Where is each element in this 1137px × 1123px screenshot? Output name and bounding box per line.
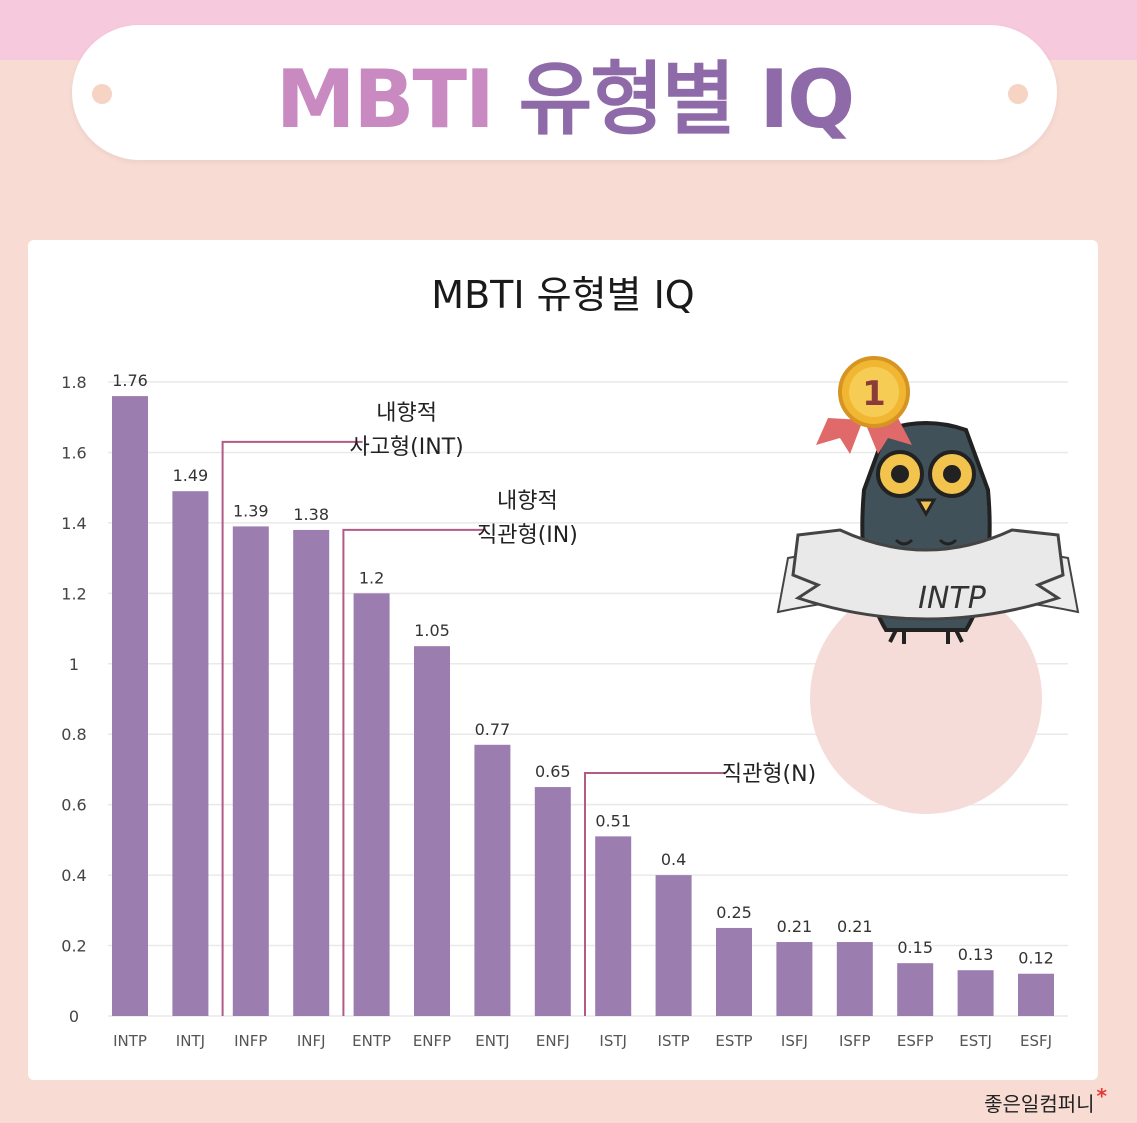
title-pill	[72, 25, 1057, 160]
medal-ribbon-left	[816, 418, 863, 454]
bar-estj	[957, 970, 994, 1016]
data-label: 0.65	[535, 762, 571, 781]
banner-title-part1: MBTI	[275, 53, 495, 146]
x-tick-label: ESFP	[897, 1032, 934, 1050]
data-label: 1.2	[359, 568, 384, 587]
annotation-text: 내향적	[376, 401, 437, 426]
pill-dot-right	[1008, 84, 1028, 104]
bar-esfp	[897, 963, 934, 1016]
badge-circle	[810, 582, 1042, 814]
banner-title: MBTI 유형별 IQ	[72, 35, 1057, 151]
bar-isfj	[776, 942, 813, 1016]
bar-intp	[112, 396, 148, 1016]
y-tick-label: 0	[69, 1007, 79, 1026]
y-tick-label: 0.2	[61, 937, 86, 956]
data-label: 0.21	[837, 917, 873, 936]
y-axis-ticks: 0 0.2 0.4 0.6 0.8 1 1.2 1.4 1.6 1.8	[61, 373, 86, 1026]
y-tick-label: 0.4	[61, 866, 86, 885]
bar-chart: MBTI 유형별 IQ 0 0.2 0.4 0.6 0.8 1 1.2 1.4 1.6 1.8 1…	[61, 273, 1080, 1050]
data-label: 1.76	[112, 371, 148, 390]
bar-enfj	[534, 787, 571, 1016]
y-tick-label: 1.2	[61, 584, 86, 603]
annotation-text: 직관형(N)	[722, 762, 816, 787]
y-tick-label: 0.8	[61, 725, 86, 744]
x-tick-label: INFP	[234, 1032, 267, 1050]
x-tick-label: ENFJ	[536, 1032, 570, 1050]
data-label: 1.38	[293, 505, 329, 524]
y-tick-label: 1.8	[61, 373, 86, 392]
data-label: 0.13	[958, 945, 994, 964]
chart-card: MBTI 유형별 IQ 0 0.2 0.4 0.6 0.8 1 1.2 1.4 1.6 1.8 1…	[28, 240, 1098, 1080]
bar-entp	[353, 593, 390, 1016]
bar-isfp	[836, 942, 873, 1016]
bars: 1.76 INTP 1.49 INTJ 1.39 INFP 1.38 INFJ 1.2 ENTP 1…	[112, 371, 1054, 1050]
annotation-text: 사고형(INT)	[349, 435, 463, 460]
bar-enfp	[414, 646, 450, 1016]
x-tick-label: ESFJ	[1020, 1032, 1052, 1050]
x-tick-label: ISFJ	[781, 1032, 808, 1050]
chart-title: MBTI 유형별 IQ	[431, 273, 694, 317]
brand-star: *	[1096, 1084, 1107, 1108]
scroll-banner	[791, 528, 1065, 621]
y-tick-label: 1.6	[61, 443, 86, 462]
data-label: 0.15	[897, 938, 933, 957]
annotation-bracket	[584, 771, 725, 1016]
annotation-text: 내향적	[497, 489, 558, 514]
annotation-bracket	[342, 528, 484, 1016]
banner-title-part2: 유형별 IQ	[518, 53, 855, 146]
data-label: 0.12	[1018, 949, 1054, 968]
data-label: 1.49	[173, 466, 209, 485]
data-label: 1.05	[414, 621, 450, 640]
annotation-bracket	[221, 440, 363, 1016]
x-tick-label: INTP	[113, 1032, 147, 1050]
intp-badge: INTP 1	[776, 356, 1080, 814]
data-label: 0.77	[475, 720, 511, 739]
data-label: 0.21	[777, 917, 813, 936]
bar-esfj	[1018, 973, 1054, 1016]
x-tick-label: ISFP	[839, 1032, 871, 1050]
x-tick-label: ISTJ	[599, 1032, 627, 1050]
annotation-text: 직관형(IN)	[477, 523, 578, 548]
data-label: 0.4	[661, 850, 686, 869]
medal-rank: 1	[862, 374, 886, 414]
pill-dot-left	[92, 84, 112, 104]
bar-infj	[293, 529, 330, 1016]
brand-name: 좋은일컴퍼니	[984, 1092, 1095, 1116]
bar-istj	[595, 836, 632, 1016]
data-label: 0.51	[595, 811, 631, 830]
bar-istp	[655, 875, 692, 1016]
data-label: 1.39	[233, 501, 269, 520]
bar-intj	[172, 491, 209, 1016]
x-tick-label: ENFP	[413, 1032, 451, 1050]
x-tick-label: ENTP	[352, 1032, 391, 1050]
x-tick-label: INFJ	[297, 1032, 326, 1050]
y-tick-label: 0.6	[61, 796, 86, 815]
y-tick-label: 1.4	[61, 514, 86, 533]
footer-brand: 좋은일컴퍼니 *	[984, 1084, 1107, 1117]
bar-entj	[474, 744, 511, 1016]
bar-estp	[716, 927, 752, 1016]
x-tick-label: ENTJ	[475, 1032, 509, 1050]
bar-infp	[232, 526, 269, 1016]
x-tick-label: ISTP	[658, 1032, 690, 1050]
x-tick-label: INTJ	[176, 1032, 205, 1050]
y-tick-label: 1	[69, 655, 79, 674]
badge-type-label: INTP	[918, 581, 987, 616]
x-tick-label: ESTJ	[959, 1032, 992, 1050]
data-label: 0.25	[716, 903, 752, 922]
x-tick-label: ESTP	[715, 1032, 752, 1050]
